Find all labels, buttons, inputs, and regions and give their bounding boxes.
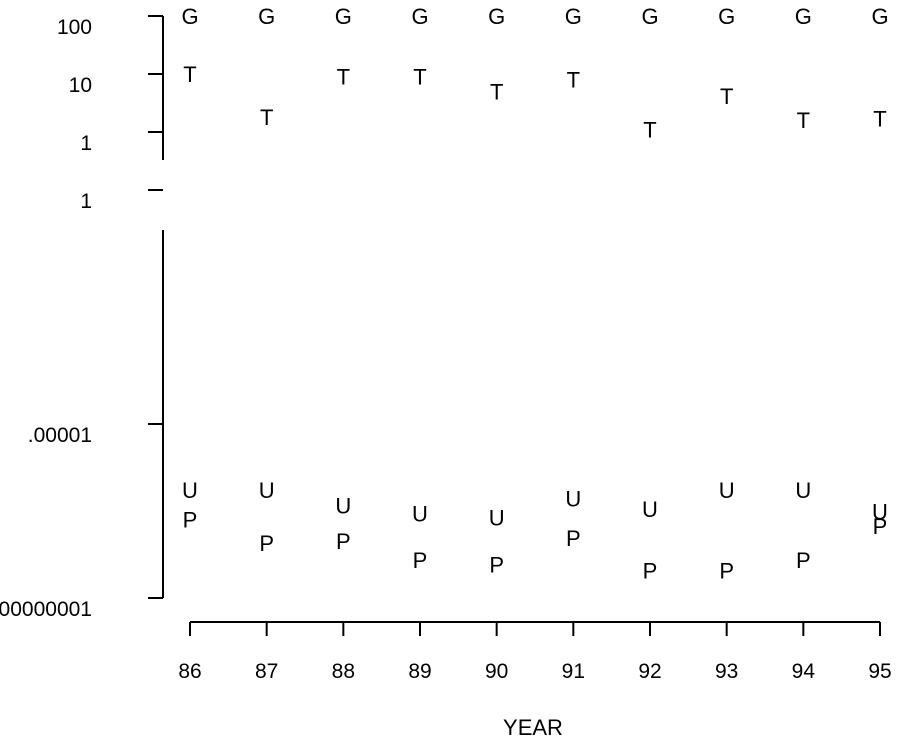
x-tick-label: 91 xyxy=(562,660,585,683)
data-point-g: G xyxy=(565,4,582,29)
data-point-u: U xyxy=(719,478,735,503)
data-point-g: G xyxy=(258,4,275,29)
x-tick-label: 86 xyxy=(178,660,201,683)
data-point-p: P xyxy=(336,529,351,554)
data-point-p: P xyxy=(183,507,198,532)
data-point-u: U xyxy=(642,497,658,522)
data-point-t: T xyxy=(260,105,273,130)
x-axis-ticks: 86 87 88 89 90 91 92 93 94 95 xyxy=(178,622,892,683)
y-tick-label: .00000001 xyxy=(0,598,92,621)
data-point-u: U xyxy=(412,502,428,527)
data-point-u: U xyxy=(795,478,811,503)
axes xyxy=(162,16,880,623)
data-point-g: G xyxy=(795,4,812,29)
data-point-g: G xyxy=(181,4,198,29)
data-point-p: P xyxy=(566,526,581,551)
data-point-u: U xyxy=(259,478,275,503)
data-point-t: T xyxy=(873,107,886,132)
data-point-g: G xyxy=(488,4,505,29)
data-point-u: U xyxy=(335,494,351,519)
data-point-g: G xyxy=(335,4,352,29)
y-tick-label: .00001 xyxy=(28,424,92,447)
data-point-t: T xyxy=(797,108,810,133)
data-point-u: U xyxy=(489,505,505,530)
x-tick-label: 92 xyxy=(638,660,661,683)
data-point-t: T xyxy=(643,118,656,143)
data-point-p: P xyxy=(259,531,274,556)
data-point-g: G xyxy=(871,4,888,29)
x-tick-label: 94 xyxy=(792,660,816,683)
y-tick-label: 1 xyxy=(80,190,92,213)
data-point-t: T xyxy=(567,68,580,93)
data-point-t: T xyxy=(413,65,426,90)
x-tick-label: 89 xyxy=(408,660,431,683)
x-tick-label: 88 xyxy=(332,660,355,683)
data-point-t: T xyxy=(337,65,350,90)
data-point-p: P xyxy=(489,553,504,578)
x-tick-label: 93 xyxy=(715,660,738,683)
data-point-t: T xyxy=(490,79,503,104)
y-tick-label: 100 xyxy=(57,16,92,39)
x-tick-label: 95 xyxy=(868,660,891,683)
data-point-p: P xyxy=(796,548,811,573)
data-point-p: P xyxy=(643,558,658,583)
y-axis-ticks: 100 10 1 1 .00001 .00000001 xyxy=(0,15,163,621)
data-point-u: U xyxy=(872,499,888,524)
data-point-t: T xyxy=(720,84,733,109)
data-point-p: P xyxy=(719,558,734,583)
x-axis-title: YEAR xyxy=(503,715,563,740)
data-point-g: G xyxy=(641,4,658,29)
data-point-g: G xyxy=(411,4,428,29)
data-point-t: T xyxy=(183,62,196,87)
x-tick-label: 90 xyxy=(485,660,508,683)
data-point-g: G xyxy=(718,4,735,29)
data-point-u: U xyxy=(565,486,581,511)
data-point-u: U xyxy=(182,478,198,503)
y-tick-label: 1 xyxy=(80,132,92,155)
y-tick-label: 10 xyxy=(69,74,92,97)
data-point-p: P xyxy=(873,514,888,539)
x-tick-label: 87 xyxy=(255,660,278,683)
data-point-p: P xyxy=(413,548,428,573)
